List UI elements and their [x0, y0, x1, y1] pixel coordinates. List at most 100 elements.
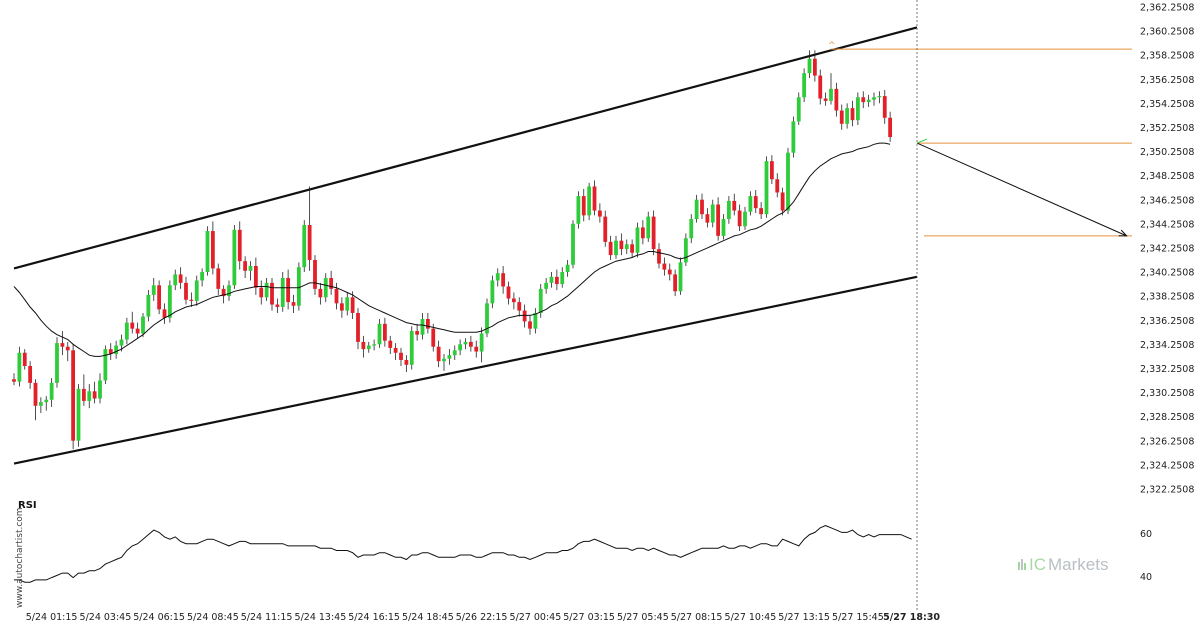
- candle-body: [780, 192, 785, 211]
- candle-body: [60, 343, 65, 347]
- candle: [243, 256, 248, 279]
- candle: [12, 373, 16, 386]
- candle-body: [694, 199, 699, 219]
- candle-body: [237, 229, 242, 262]
- x-tick-label: 5/24 08:45: [187, 612, 239, 623]
- candle-body: [705, 214, 710, 223]
- candle-body: [538, 288, 543, 313]
- projection-arrow: [916, 138, 1128, 237]
- candle-body: [753, 196, 758, 209]
- candle: [151, 278, 156, 301]
- candle: [270, 278, 274, 311]
- candle-body: [807, 58, 812, 74]
- candle: [818, 69, 823, 105]
- candle: [587, 182, 592, 221]
- candle: [345, 292, 350, 316]
- candle-body: [571, 223, 575, 265]
- candle: [60, 331, 65, 356]
- candle-body: [673, 274, 678, 292]
- candle-body: [592, 186, 597, 211]
- candle-body: [114, 345, 119, 354]
- candle-body: [646, 216, 651, 239]
- candle: [839, 104, 844, 130]
- candle-body: [458, 344, 463, 351]
- candle: [447, 349, 452, 365]
- candle: [339, 297, 344, 318]
- candle: [329, 270, 334, 295]
- candle-body: [479, 333, 484, 352]
- candle: [533, 308, 538, 334]
- candle-body: [474, 346, 479, 352]
- candle: [694, 194, 699, 223]
- candle: [683, 233, 688, 266]
- candle: [678, 257, 683, 295]
- candle: [415, 323, 420, 341]
- candle: [726, 196, 731, 224]
- candle-body: [119, 339, 124, 346]
- candle-body: [334, 288, 339, 304]
- candle: [178, 267, 183, 289]
- candle-body: [356, 312, 360, 342]
- candle: [393, 343, 398, 360]
- candle-body: [619, 240, 624, 250]
- candle-body: [130, 322, 135, 329]
- candle-body: [850, 108, 855, 121]
- candle-body: [786, 152, 790, 211]
- candle-body: [232, 229, 237, 286]
- candle: [614, 235, 618, 259]
- candle: [769, 155, 774, 185]
- candle: [576, 191, 581, 229]
- y-tick-label: 2,334.2508: [1140, 340, 1194, 351]
- y-tick-label: 2,358.2508: [1140, 51, 1194, 62]
- candle: [135, 322, 140, 339]
- candle-body: [495, 273, 500, 281]
- candle-body: [549, 276, 554, 283]
- candle-body: [135, 328, 140, 334]
- candle: [323, 273, 328, 303]
- candle-body: [877, 96, 882, 98]
- candle-body: [162, 309, 167, 318]
- candle-body: [302, 225, 307, 268]
- candle: [44, 396, 49, 411]
- candle-body: [221, 288, 226, 297]
- candle: [753, 190, 758, 213]
- x-tick-label: 5/24 11:15: [241, 612, 293, 623]
- candle-body: [339, 303, 344, 311]
- candle: [253, 257, 258, 295]
- candle: [802, 68, 807, 103]
- candle: [259, 280, 264, 305]
- candle-body: [721, 218, 726, 236]
- x-tick-label: 5/27 08:15: [671, 612, 723, 623]
- candle-body: [146, 294, 151, 317]
- candle: [189, 292, 194, 307]
- x-tick-label: 5/24 13:45: [295, 612, 347, 623]
- candle: [216, 263, 221, 295]
- candle-body: [861, 97, 866, 103]
- y-tick-label: 2,352.2508: [1140, 123, 1194, 134]
- candle: [592, 180, 597, 216]
- candle-body: [533, 312, 538, 329]
- candle: [382, 317, 387, 347]
- candle-body: [560, 272, 565, 285]
- candle: [640, 220, 645, 245]
- candle-body: [425, 319, 430, 329]
- candle-body: [81, 388, 86, 401]
- candle-body: [71, 350, 76, 441]
- candle-body: [872, 97, 876, 100]
- projection-arrowhead: [1118, 229, 1128, 237]
- candle: [296, 262, 301, 311]
- candle-body: [399, 352, 403, 360]
- candle: [495, 268, 500, 287]
- candle-body: [866, 99, 871, 103]
- candle: [302, 220, 307, 273]
- candle: [522, 304, 527, 328]
- candle: [425, 312, 430, 334]
- candle-body: [184, 282, 188, 300]
- candle-body: [678, 262, 683, 292]
- candle: [350, 291, 355, 320]
- candle-body: [812, 58, 817, 76]
- y-tick-label: 2,348.2508: [1140, 171, 1194, 182]
- candle-body: [108, 349, 113, 354]
- candle: [194, 275, 199, 306]
